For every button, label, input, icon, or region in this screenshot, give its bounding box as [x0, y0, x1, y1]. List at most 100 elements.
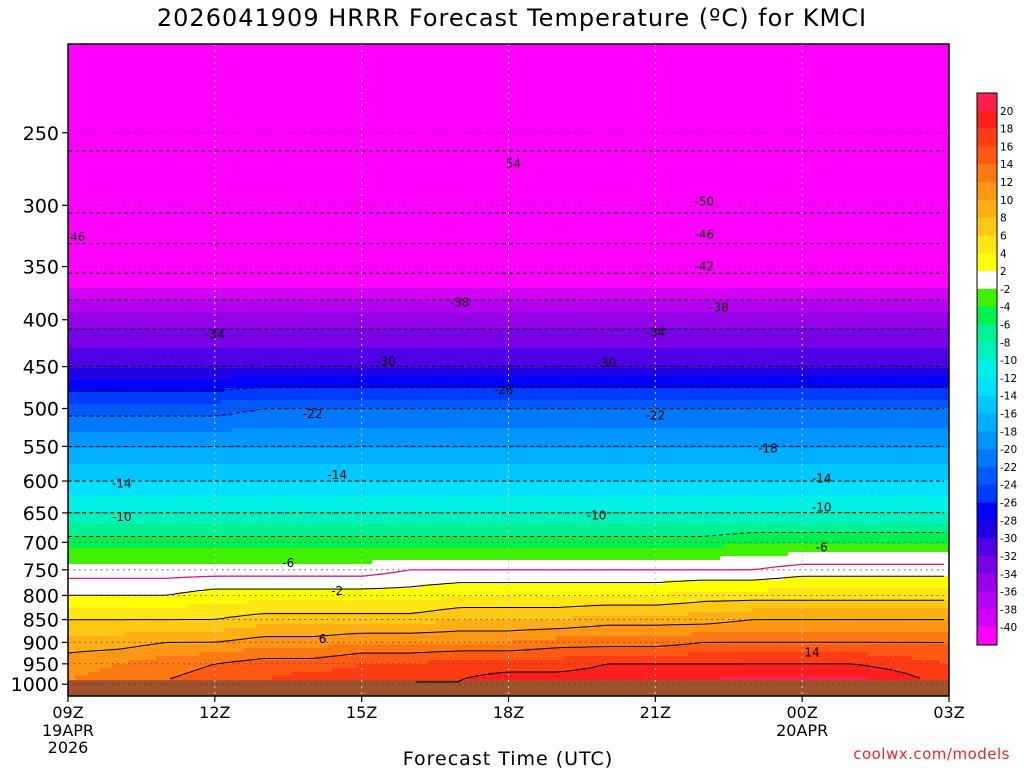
colorbar-label: -40	[1000, 622, 1017, 634]
isotherm-label: -26	[494, 383, 514, 397]
colorbar-label: 14	[1000, 159, 1014, 171]
colorbar-swatch	[977, 503, 997, 521]
isotherm-label: -18	[758, 442, 778, 456]
x-tick-sublabel: 20APR	[776, 721, 828, 740]
colorbar-label: -20	[1000, 444, 1017, 456]
isotherm-label: -22	[303, 407, 323, 421]
colorbar-swatch	[977, 485, 997, 503]
y-tick-label: 400	[23, 310, 59, 332]
isotherm-label: -6	[282, 556, 294, 570]
credit-text: coolwx.com/models	[853, 745, 1010, 763]
isotherm-label: -14	[812, 471, 832, 485]
x-tick-label: 18Z	[493, 703, 524, 722]
colorbar-swatch	[977, 253, 997, 271]
y-tick-label: 500	[23, 399, 59, 421]
colorbar-label: -12	[1000, 373, 1017, 385]
isotherm-label: -14	[112, 477, 132, 491]
isotherm-label: -10	[112, 510, 132, 524]
colorbar-swatch	[977, 93, 997, 111]
colorbar-label: -22	[1000, 462, 1017, 474]
isotherm-label: -38	[450, 295, 470, 309]
colorbar-label: 18	[1000, 124, 1013, 136]
y-tick-label: 850	[23, 610, 59, 632]
isotherm-label: 14	[804, 645, 819, 659]
colorbar-label: -28	[1000, 515, 1017, 527]
x-tick-label: 12Z	[199, 703, 230, 722]
colorbar-swatch	[977, 289, 997, 307]
colorbar: 2018161412108642-2-4-6-8-10-12-14-16-18-…	[977, 93, 1017, 645]
colorbar-label: -36	[1000, 587, 1017, 599]
y-tick-label: 350	[23, 257, 59, 279]
colorbar-label: 12	[1000, 177, 1013, 189]
isotherm-label: -46	[694, 228, 714, 242]
colorbar-swatch	[977, 396, 997, 414]
colorbar-label: -32	[1000, 551, 1017, 563]
colorbar-swatch	[977, 538, 997, 556]
colorbar-label: -6	[1000, 319, 1011, 331]
colorbar-label: 8	[1000, 213, 1007, 225]
colorbar-label: -26	[1000, 498, 1017, 510]
isotherm-label: -30	[597, 356, 617, 370]
isotherm-label: 54	[506, 156, 521, 170]
y-tick-label: 950	[23, 654, 59, 676]
colorbar-swatch	[977, 164, 997, 182]
isotherm-label: -34	[205, 327, 225, 341]
x-tick-label: 00Z	[787, 703, 818, 722]
colorbar-label: -16	[1000, 409, 1017, 421]
colorbar-label: -34	[1000, 569, 1017, 581]
isotherm-label: -50	[694, 194, 714, 208]
colorbar-label: -8	[1000, 337, 1010, 349]
colorbar-label: -18	[1000, 426, 1017, 438]
y-tick-label: 600	[23, 471, 59, 493]
colorbar-swatch	[977, 627, 997, 645]
colorbar-label: 4	[1000, 248, 1007, 260]
colorbar-swatch	[977, 556, 997, 574]
colorbar-swatch	[977, 467, 997, 485]
x-axis-label: Forecast Time (UTC)	[403, 748, 613, 768]
colorbar-swatch	[977, 235, 997, 253]
colorbar-swatch	[977, 592, 997, 610]
colorbar-swatch	[977, 129, 997, 147]
temperature-fill	[68, 44, 953, 697]
pressure-axis: 2503003504004505005506006507007508008509…	[11, 123, 68, 696]
y-tick-label: 700	[23, 532, 59, 554]
colorbar-label: -30	[1000, 533, 1017, 545]
colorbar-label: 16	[1000, 141, 1014, 153]
isotherm-label: -6	[816, 540, 828, 554]
isotherm-label: 6	[319, 632, 327, 646]
colorbar-swatch	[977, 378, 997, 396]
x-tick-sublabel: 2026	[48, 738, 89, 757]
colorbar-label: -38	[1000, 604, 1017, 616]
y-tick-label: 900	[23, 632, 59, 654]
colorbar-label: -4	[1000, 302, 1011, 314]
colorbar-label: 20	[1000, 106, 1013, 118]
y-tick-label: 800	[23, 585, 59, 607]
colorbar-swatch	[977, 111, 997, 129]
colorbar-swatch	[977, 360, 997, 378]
y-tick-label: 450	[23, 357, 59, 379]
colorbar-swatch	[977, 449, 997, 467]
y-tick-label: 750	[23, 560, 59, 582]
y-tick-label: 1000	[11, 674, 59, 696]
colorbar-swatch	[977, 146, 997, 164]
colorbar-label: 10	[1000, 195, 1013, 207]
isotherm-label: -38	[709, 301, 729, 315]
isotherm-label: -34	[646, 325, 666, 339]
colorbar-swatch	[977, 520, 997, 538]
colorbar-label: -10	[1000, 355, 1017, 367]
isotherm-label: -22	[646, 409, 666, 423]
x-tick-label: 15Z	[346, 703, 377, 722]
x-tick-label: 21Z	[640, 703, 671, 722]
colorbar-swatch	[977, 574, 997, 592]
y-tick-label: 650	[23, 503, 59, 525]
colorbar-swatch	[977, 431, 997, 449]
y-tick-label: 250	[23, 123, 59, 145]
isotherm-label: -10	[587, 508, 607, 522]
colorbar-swatch	[977, 182, 997, 200]
isotherm-label: 46	[70, 230, 85, 244]
y-tick-label: 300	[23, 195, 59, 217]
y-tick-label: 550	[23, 436, 59, 458]
colorbar-label: 6	[1000, 230, 1007, 242]
isotherm-label: -2	[331, 584, 343, 598]
